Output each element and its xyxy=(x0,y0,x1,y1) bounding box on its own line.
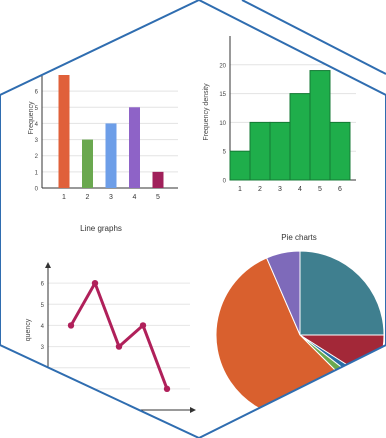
bar xyxy=(152,171,164,188)
x-tick-label: 4 xyxy=(133,194,137,201)
x-tick-label: 2 xyxy=(86,194,90,201)
x-tick-label: 6 xyxy=(338,186,342,193)
x-tick-label: 5 xyxy=(156,194,160,201)
data-point xyxy=(115,343,123,350)
y-tick-label: 6 xyxy=(35,90,39,96)
y-axis-label: Frequency xyxy=(28,101,35,135)
x-axis-arrow xyxy=(190,407,196,413)
x-tick-label: 3 xyxy=(278,186,282,193)
chart-title: Line graphs xyxy=(80,224,122,233)
y-tick-label: 6 xyxy=(41,282,45,288)
histogram-bar xyxy=(249,121,271,181)
y-tick-label: 2 xyxy=(41,366,45,372)
y-tick-label: 5 xyxy=(35,106,39,112)
y-axis-arrow xyxy=(45,262,51,268)
x-tick-label: 4 xyxy=(298,186,302,193)
x-tick-label: 3 xyxy=(109,194,113,201)
x-tick-label: 5 xyxy=(318,186,322,193)
histogram-bar xyxy=(269,121,291,181)
y-tick-label: 20 xyxy=(219,63,226,69)
y-tick-label: 15 xyxy=(219,92,226,98)
x-tick-label: 1 xyxy=(238,186,242,193)
x-tick-label: 1 xyxy=(62,194,66,201)
bar xyxy=(129,107,140,188)
y-axis-label: quency xyxy=(25,318,32,341)
histogram-frequency-density: 0 5 10 15 20 1 2 3 4 5 6 Frequency density xyxy=(203,36,356,193)
y-axis-label: Frequency density xyxy=(203,83,210,141)
pie-slice xyxy=(265,250,301,336)
pie-slice xyxy=(299,250,385,336)
histogram-bar xyxy=(229,150,251,181)
y-tick-label: 4 xyxy=(35,122,39,128)
data-point xyxy=(67,322,75,329)
y-tick-label: 0 xyxy=(223,179,227,185)
data-point xyxy=(163,385,171,393)
pie-chart: Pie charts xyxy=(215,233,385,420)
y-tick-label: 2 xyxy=(35,154,39,160)
data-point xyxy=(139,322,147,329)
bar-chart-frequency: 0 1 2 3 4 5 6 1 2 3 4 5 Frequency xyxy=(28,75,178,201)
hexagon-frame-outer-edge xyxy=(241,0,386,75)
y-tick-label: 3 xyxy=(35,138,39,144)
line-graph: Line graphs 1 2 3 4 5 6 quency xyxy=(25,224,196,413)
y-tick-label: 5 xyxy=(223,150,227,156)
histogram-bar xyxy=(329,121,351,181)
y-tick-label: 1 xyxy=(35,170,39,176)
data-point xyxy=(91,279,99,287)
x-tick-label: 2 xyxy=(258,186,262,193)
histogram-bar xyxy=(309,70,331,181)
y-tick-label: 1 xyxy=(41,387,45,393)
bar xyxy=(58,75,70,188)
y-tick-label: 10 xyxy=(219,121,226,127)
y-tick-label: 4 xyxy=(41,324,45,330)
y-tick-label: 0 xyxy=(35,187,39,193)
bar xyxy=(82,139,93,188)
chart-title: Pie charts xyxy=(281,233,317,242)
bar xyxy=(105,123,117,188)
histogram-bar xyxy=(289,93,311,181)
y-tick-label: 5 xyxy=(41,303,45,309)
series-line xyxy=(69,281,169,390)
y-tick-label: 3 xyxy=(41,345,45,351)
